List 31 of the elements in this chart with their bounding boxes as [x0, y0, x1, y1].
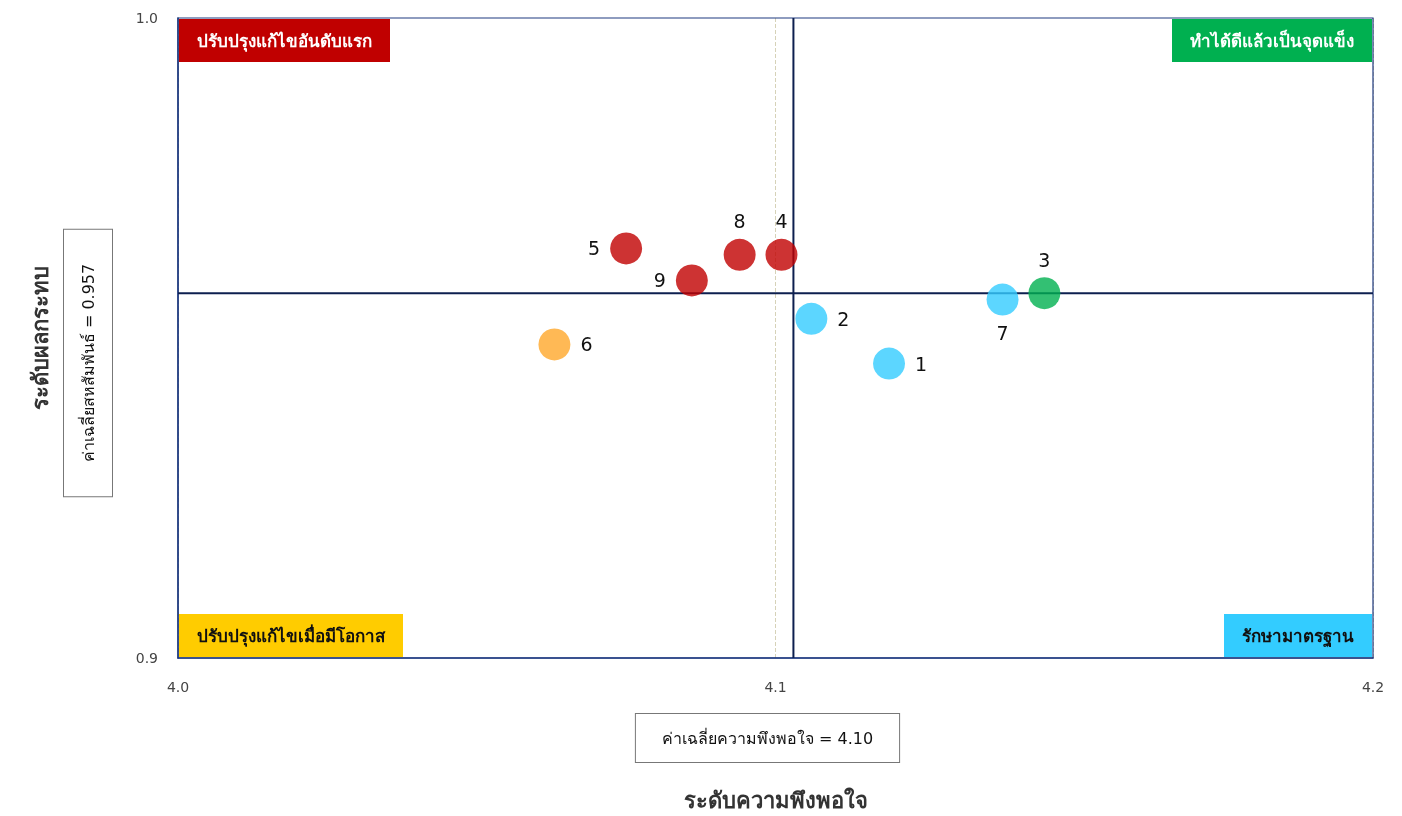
text: ค่าเฉลี่ยสหสัมพันธ์ = 0.957	[76, 263, 98, 463]
point	[765, 238, 798, 271]
x-tick-label: 4.2	[1361, 679, 1385, 695]
x-tick-label: 4.1	[764, 679, 787, 695]
point	[538, 328, 571, 361]
point	[723, 238, 756, 271]
annotation: 9	[653, 269, 666, 292]
point	[610, 232, 643, 265]
text: ค่าเฉลี่ยความพึงพอใจ = 4.10	[661, 726, 874, 748]
y-tick-label: 0.9	[135, 650, 158, 666]
annotation: รักษามาตรฐาน	[1242, 625, 1354, 648]
y-tick-label: 1.0	[135, 10, 158, 26]
annotation: 3	[1038, 248, 1051, 271]
annotation: ทำได้ดีแล้วเป็นจุดแข็ง	[1190, 28, 1354, 52]
annotation: 2	[837, 307, 850, 330]
point	[873, 347, 906, 380]
annotation: 7	[996, 322, 1009, 345]
annotation: 6	[580, 333, 593, 356]
x-tick-label: 4.0	[166, 679, 190, 695]
annotation: 5	[588, 237, 601, 260]
point	[986, 283, 1019, 316]
annotation: ปรับปรุงแก้ไขเมื่อมีโอกาส	[197, 623, 386, 647]
point	[1028, 277, 1061, 310]
x-axis-title: ระดับความพึงพอใจ	[683, 786, 868, 813]
annotation: ปรับปรุงแก้ไขอันดับแรก	[197, 30, 372, 52]
annotation: 1	[915, 352, 928, 375]
annotation: 4	[775, 210, 788, 233]
annotation: 8	[733, 210, 746, 233]
y-axis-title: ระดับผลกระทบ	[27, 266, 53, 410]
point	[675, 264, 708, 297]
point	[795, 302, 828, 335]
